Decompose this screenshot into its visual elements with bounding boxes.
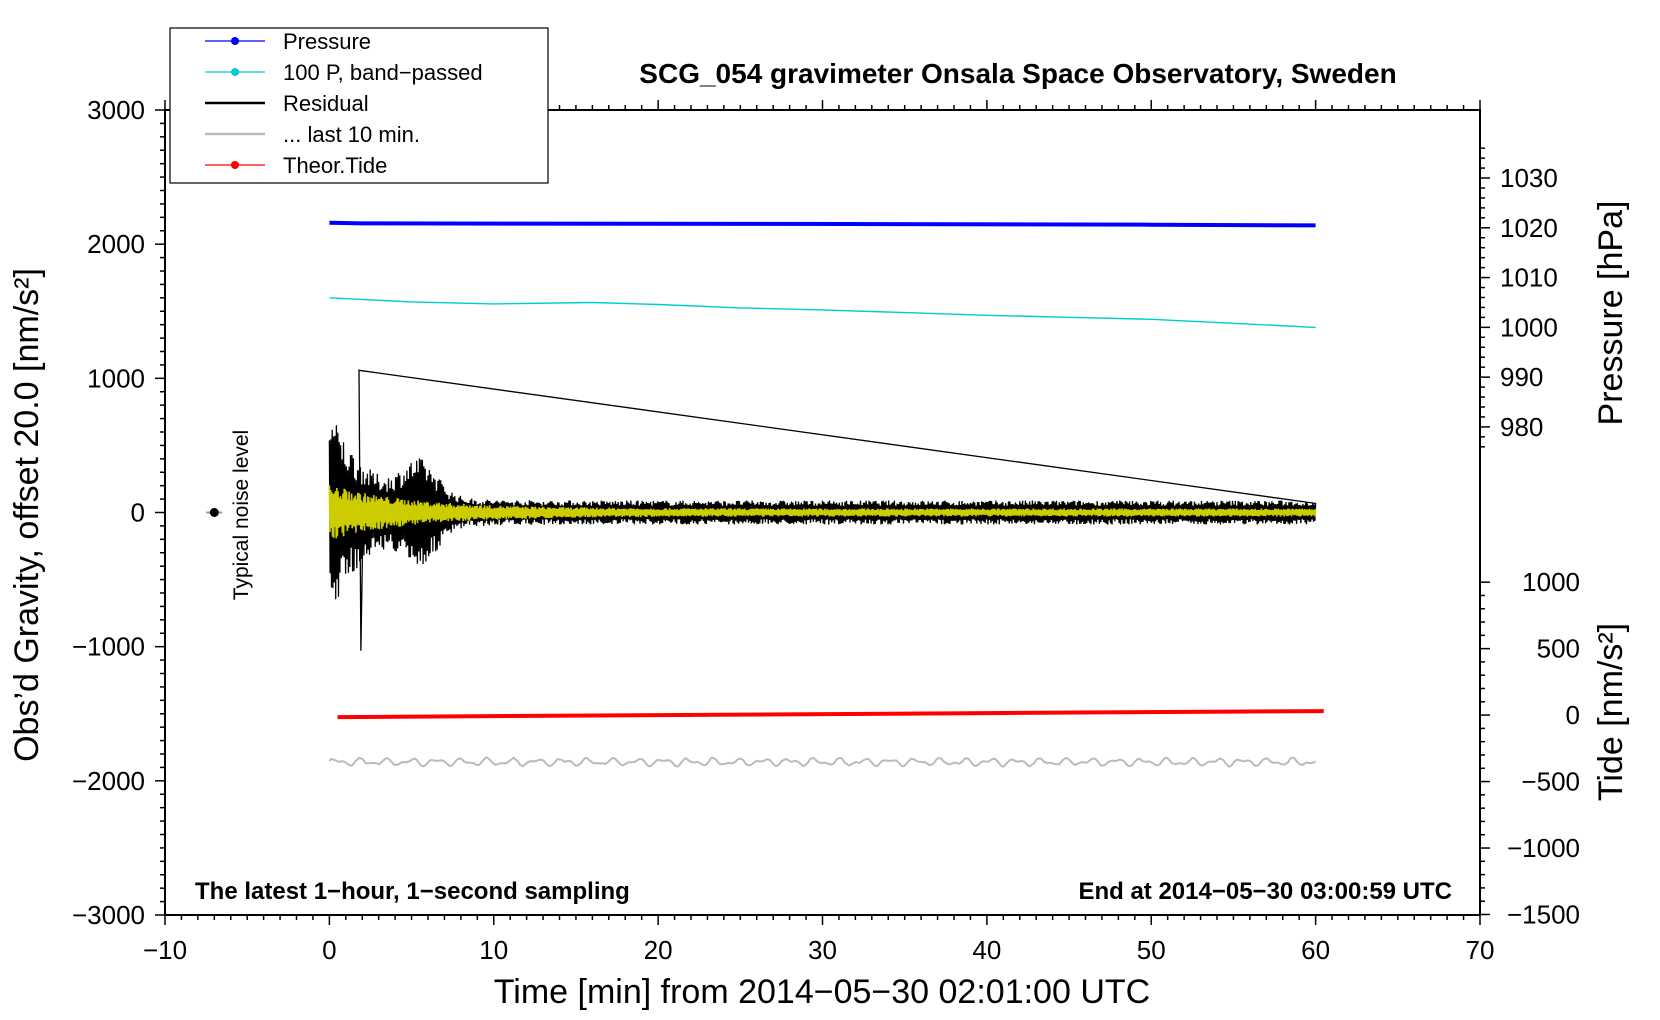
annotation-sampling: The latest 1−hour, 1−second sampling	[195, 878, 630, 905]
tide-tick-label: 0	[1566, 700, 1580, 730]
y-axis-ticks: −3000 −2000 −1000 0 1000 2000 3000	[72, 95, 165, 930]
pressure-axis-ticks: 980 990 1000 1010 1020 1030	[1480, 147, 1558, 448]
y-axis-title-left: Obs’d Gravity, offset 20.0 [nm/s²]	[8, 268, 46, 762]
y-tick-label: −1000	[72, 632, 145, 662]
x-tick-label: 50	[1137, 935, 1166, 965]
tide-tick-label: 1000	[1522, 567, 1580, 597]
x-tick-label: −10	[143, 935, 187, 965]
tide-tick-label: −500	[1521, 767, 1580, 797]
legend-entries: Pressure 100 P, band−passed Residual ... la…	[205, 29, 483, 178]
y-tick-label: 1000	[87, 363, 145, 393]
y-tick-label: −2000	[72, 766, 145, 796]
noise-level-marker	[206, 508, 223, 517]
series-line-residual-filtered	[328, 485, 1317, 539]
x-tick-label: 60	[1301, 935, 1330, 965]
tide-tick-label: −1500	[1507, 899, 1580, 929]
x-tick-label: 40	[972, 935, 1001, 965]
legend-box	[169, 27, 549, 184]
legend-marker	[231, 161, 239, 169]
pressure-tick-label: 1000	[1500, 312, 1558, 342]
x-tick-label: 30	[808, 935, 837, 965]
x-tick-label: 20	[644, 935, 673, 965]
y-axis-title-tide: Tide [nm/s²]	[1592, 623, 1630, 801]
series-line-theor-tide	[337, 709, 1324, 720]
legend-label: Pressure	[283, 29, 371, 54]
x-axis-ticks: −10 0 10 20 30 40 50 60 70	[143, 100, 1495, 965]
y-tick-label: 2000	[87, 229, 145, 259]
y-tick-label: 3000	[87, 95, 145, 125]
y-tick-label: 0	[131, 498, 145, 528]
pressure-tick-label: 1020	[1500, 213, 1558, 243]
tide-axis-ticks: −1500 −1000 −500 0 500 1000	[1480, 567, 1580, 929]
tide-tick-label: −1000	[1507, 833, 1580, 863]
legend: Pressure 100 P, band−passed Residual ... la…	[169, 27, 549, 184]
series-group	[328, 220, 1324, 768]
series-line-last-10-min	[328, 756, 1317, 768]
x-axis-title: Time [min] from 2014−05−30 02:01:00 UTC	[494, 973, 1150, 1011]
legend-label: Theor.Tide	[283, 153, 387, 178]
y-axis-title-pressure: Pressure [hPa]	[1592, 201, 1630, 426]
pressure-tick-label: 1030	[1500, 163, 1558, 193]
pressure-tick-label: 1010	[1500, 263, 1558, 293]
x-tick-label: 70	[1466, 935, 1495, 965]
chart-title: SCG_054 gravimeter Onsala Space Observat…	[639, 58, 1396, 89]
legend-label: ... last 10 min.	[283, 122, 420, 147]
x-tick-label: 0	[322, 935, 336, 965]
legend-marker	[231, 68, 239, 76]
noise-dot	[209, 508, 219, 517]
pressure-tick-label: 990	[1500, 362, 1543, 392]
annotation-end-time: End at 2014−05−30 03:00:59 UTC	[1078, 878, 1452, 905]
x-tick-label: 10	[479, 935, 508, 965]
y-tick-label: −3000	[72, 900, 145, 930]
pressure-tick-label: 980	[1500, 412, 1543, 442]
noise-level-label: Typical noise level	[230, 430, 253, 600]
legend-marker	[231, 37, 239, 45]
series-line-pressure	[329, 220, 1316, 228]
tide-tick-label: 500	[1537, 634, 1580, 664]
legend-label: 100 P, band−passed	[283, 60, 483, 85]
series-line-100-p-band-passed	[329, 297, 1316, 329]
legend-label: Residual	[283, 91, 369, 116]
